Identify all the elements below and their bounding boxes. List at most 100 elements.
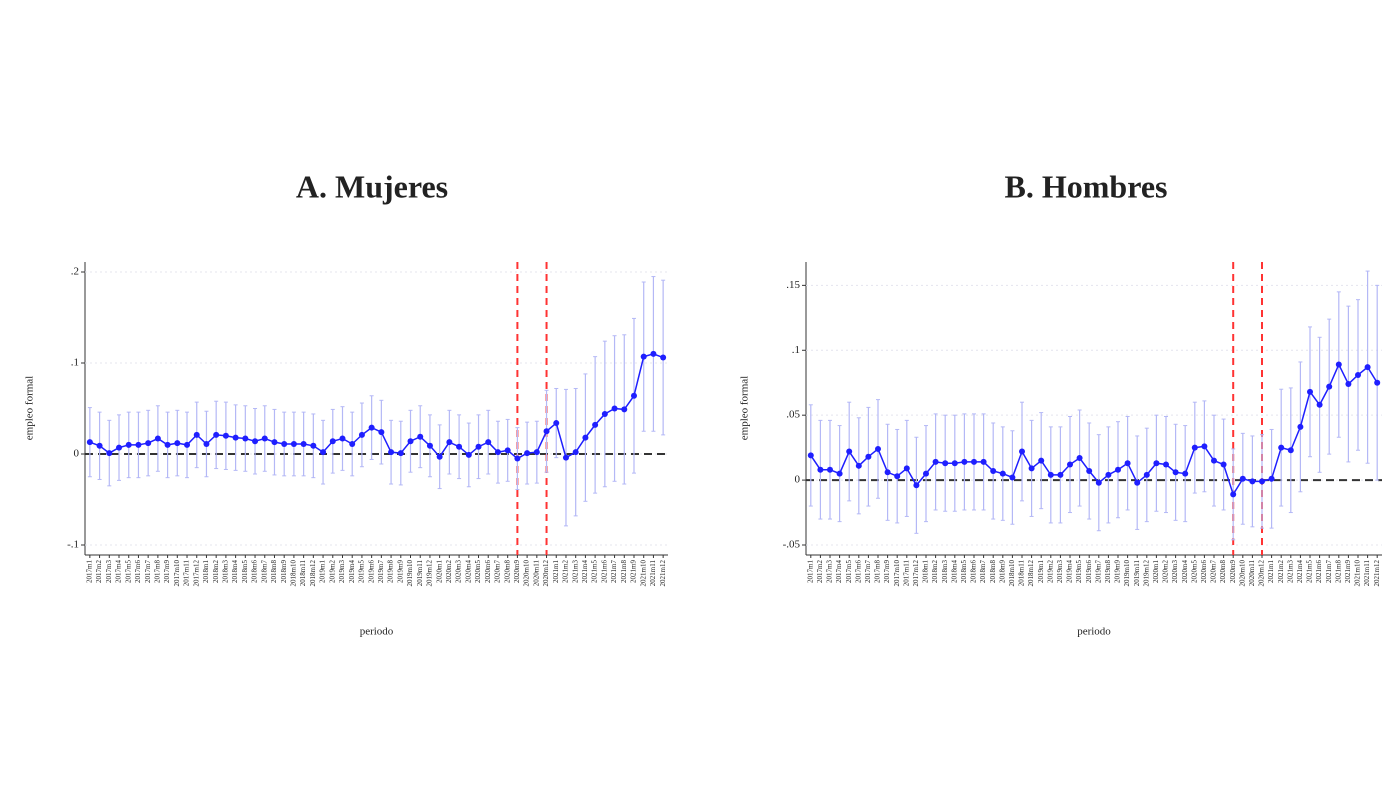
x-tick-label: 2017m7 [864, 560, 872, 583]
x-tick-label: 2019m4 [1066, 560, 1074, 583]
point [621, 406, 628, 413]
x-tick-label: 2019m10 [406, 560, 414, 587]
point [1307, 388, 1313, 395]
x-tick-label: 2018m9 [998, 560, 1006, 583]
x-tick-label: 2020m6 [484, 560, 492, 583]
y-tick-label: .15 [786, 279, 800, 291]
y-tick-label: 0 [74, 448, 80, 460]
x-tick-label: 2020m4 [464, 560, 472, 583]
x-tick-label: 2021m7 [610, 560, 618, 583]
point [145, 440, 152, 447]
x-tick-label: 2021m5 [1306, 560, 1314, 583]
x-tick-label: 2018m4 [231, 560, 239, 583]
y-tick-label: .1 [792, 344, 800, 356]
point [1249, 478, 1256, 485]
point [1143, 471, 1150, 478]
point [1230, 491, 1237, 498]
point [485, 439, 492, 446]
x-tick-label: 2020m5 [1190, 560, 1198, 583]
point [222, 432, 229, 439]
x-axis-label: periodo [360, 626, 394, 638]
x-tick-label: 2018m4 [950, 560, 958, 583]
point [417, 433, 424, 440]
point [1182, 470, 1189, 477]
x-tick-label: 2021m10 [639, 560, 647, 587]
y-tick-label: .05 [786, 409, 800, 421]
x-tick-label: 2017m5 [845, 560, 853, 583]
x-tick-label: 2021m11 [1363, 560, 1371, 587]
point [601, 410, 608, 417]
x-tick-label: 2017m10 [893, 560, 901, 587]
x-tick-label: 2018m2 [212, 560, 220, 583]
point [407, 438, 414, 445]
point [456, 443, 463, 450]
point [592, 421, 599, 428]
point [524, 450, 531, 457]
point [990, 468, 997, 475]
x-tick-label: 2018m10 [1008, 560, 1016, 587]
point [999, 470, 1006, 477]
x-tick-label: 2021m9 [1344, 560, 1352, 583]
x-tick-label: 2019m5 [358, 560, 366, 583]
point [96, 442, 103, 449]
point [475, 443, 482, 450]
point [923, 470, 929, 477]
point [397, 450, 404, 457]
point [310, 442, 317, 449]
point [261, 435, 268, 442]
x-tick-label: 2021m10 [1354, 560, 1362, 587]
point [650, 350, 657, 357]
point [1345, 381, 1352, 388]
point [1047, 471, 1054, 478]
x-tick-label: 2020m8 [1219, 560, 1227, 583]
x-tick-label: 2019m6 [367, 560, 375, 583]
x-tick-label: 2017m1 [806, 560, 814, 583]
x-tick-label: 2020m7 [494, 560, 502, 583]
point [1105, 471, 1112, 478]
x-tick-label: 2020m10 [523, 560, 531, 587]
x-tick-label: 2018m8 [989, 560, 997, 583]
point [1297, 423, 1304, 430]
point [1067, 461, 1073, 468]
x-tick-label: 2017m11 [183, 560, 191, 587]
point [125, 441, 132, 448]
x-tick-label: 2018m12 [1027, 560, 1035, 587]
point [533, 449, 540, 456]
point [1335, 361, 1342, 368]
x-tick-label: 2021m12 [1373, 560, 1381, 587]
x-tick-label: 2020m9 [1229, 560, 1237, 583]
y-axis-label: empleo formal [739, 376, 751, 440]
x-tick-label: 2021m7 [1325, 560, 1333, 583]
x-tick-label: 2019m2 [1046, 560, 1054, 583]
x-tick-label: 2020m6 [1200, 560, 1208, 583]
x-tick-label: 2020m1 [1152, 560, 1160, 583]
x-tick-label: 2020m2 [1162, 560, 1170, 583]
point [174, 440, 181, 447]
x-tick-label: 2020m10 [1238, 560, 1246, 587]
x-tick-label: 2019m6 [1085, 560, 1093, 583]
point [660, 354, 667, 361]
y-tick-label: -.05 [783, 539, 801, 551]
x-tick-label: 2021m6 [1315, 560, 1323, 583]
x-tick-label: 2017m3 [105, 560, 113, 583]
point [290, 440, 297, 447]
x-tick-label: 2018m11 [299, 560, 307, 587]
point [971, 458, 977, 465]
panel-title: A. Mujeres [296, 168, 448, 204]
x-tick-label: 2021m1 [1267, 560, 1275, 583]
point [1211, 457, 1217, 464]
y-tick-label: -.1 [67, 539, 79, 551]
point [572, 449, 579, 456]
point [846, 448, 853, 455]
x-tick-label: 2019m1 [1037, 560, 1045, 583]
x-tick-label: 2021m2 [1277, 560, 1285, 583]
x-tick-label: 2018m11 [1018, 560, 1026, 587]
x-tick-label: 2017m12 [192, 560, 200, 587]
x-tick-label: 2021m4 [1296, 560, 1304, 583]
x-tick-label: 2020m11 [1248, 560, 1256, 587]
x-tick-label: 2020m11 [532, 560, 540, 587]
point [543, 428, 550, 435]
point [1220, 461, 1227, 468]
x-tick-label: 2021m2 [562, 560, 570, 583]
